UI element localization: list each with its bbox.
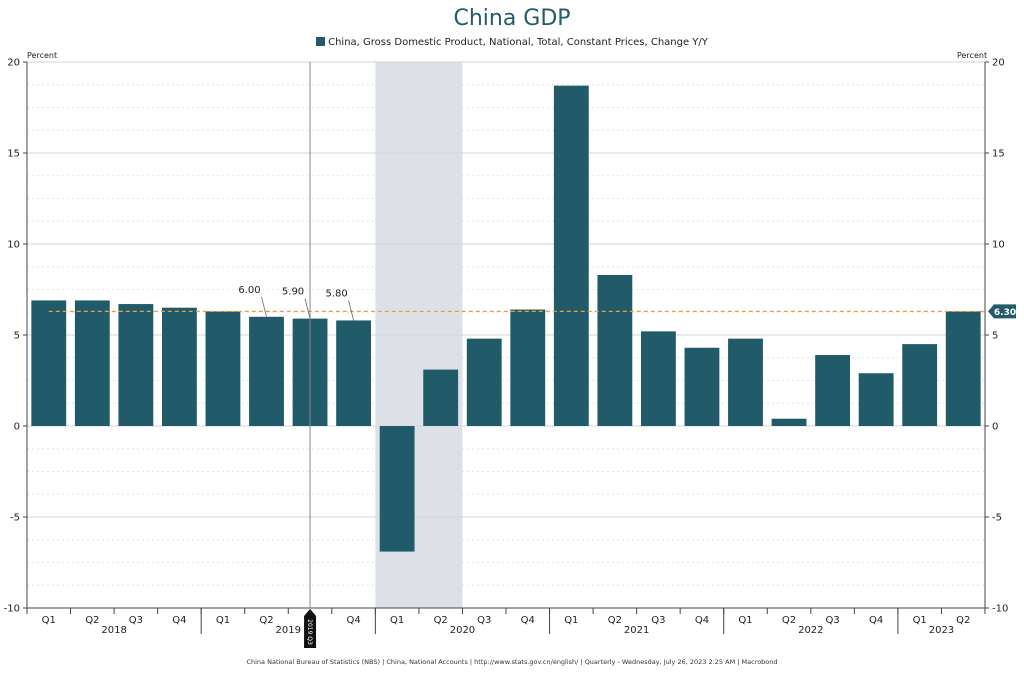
quarter-label: Q2 xyxy=(259,615,273,626)
quarter-label: Q4 xyxy=(695,615,709,626)
y-tick-label-left: 20 xyxy=(7,58,20,69)
cursor-tag xyxy=(304,609,317,648)
y-axis-title-right: Percent xyxy=(957,51,988,60)
y-tick-label-right: 0 xyxy=(992,422,998,433)
y-tick-label-right: 15 xyxy=(992,149,1005,160)
quarter-label: Q3 xyxy=(129,615,143,626)
quarter-label: Q2 xyxy=(782,615,796,626)
year-label: 2021 xyxy=(624,625,649,636)
bar xyxy=(640,331,676,426)
y-tick-label-right: 5 xyxy=(992,331,998,342)
annotation-leader xyxy=(261,296,267,317)
bar xyxy=(118,304,154,426)
quarter-label: Q4 xyxy=(869,615,883,626)
quarter-label: Q4 xyxy=(521,615,535,626)
y-tick-label-right: -5 xyxy=(992,513,1002,524)
annotation-label: 5.90 xyxy=(282,287,304,298)
y-tick-label-left: 5 xyxy=(14,331,20,342)
quarter-label: Q2 xyxy=(608,615,622,626)
bar xyxy=(902,344,938,426)
y-tick-label-left: 10 xyxy=(7,240,20,251)
bar xyxy=(205,311,241,426)
reference-line-flag xyxy=(988,304,1016,319)
quarter-label: Q1 xyxy=(913,615,927,626)
quarter-label: Q2 xyxy=(956,615,970,626)
cursor-tag-label: 2019 Q3 xyxy=(306,619,313,645)
bar xyxy=(597,274,633,426)
y-tick-label-left: 0 xyxy=(14,422,20,433)
quarter-label: Q4 xyxy=(346,615,360,626)
annotation-leader xyxy=(348,300,354,321)
bar xyxy=(466,338,502,426)
year-label: 2020 xyxy=(450,625,475,636)
y-tick-label-left: -10 xyxy=(4,604,20,615)
year-label: 2019 xyxy=(276,625,301,636)
annotation-label: 6.00 xyxy=(238,285,260,296)
bar xyxy=(771,418,807,426)
legend-label: China, Gross Domestic Product, National,… xyxy=(328,37,708,48)
quarter-label: Q2 xyxy=(434,615,448,626)
reference-line-label: 6.30 xyxy=(994,308,1016,318)
y-tick-label-right: -10 xyxy=(992,604,1008,615)
quarter-label: Q1 xyxy=(216,615,230,626)
bar xyxy=(74,300,110,426)
quarter-label: Q3 xyxy=(651,615,665,626)
year-label: 2022 xyxy=(798,625,823,636)
bar xyxy=(858,373,894,426)
bar xyxy=(553,85,589,426)
chart-title: China GDP xyxy=(453,6,571,31)
bar xyxy=(815,355,851,426)
y-tick-label-right: 10 xyxy=(992,240,1005,251)
annotation-leader xyxy=(304,298,311,319)
quarter-label: Q2 xyxy=(85,615,99,626)
quarter-label: Q1 xyxy=(390,615,404,626)
bar xyxy=(31,300,67,426)
bar xyxy=(510,309,546,426)
quarter-label: Q4 xyxy=(172,615,186,626)
legend: China, Gross Domestic Product, National,… xyxy=(0,37,1024,48)
y-tick-label-left: -5 xyxy=(10,513,20,524)
y-tick-label-right: 20 xyxy=(992,58,1005,69)
bar xyxy=(336,320,372,426)
bar xyxy=(728,338,763,426)
year-label: 2018 xyxy=(101,625,126,636)
annotation-label: 5.80 xyxy=(325,288,347,299)
quarter-label: Q3 xyxy=(825,615,839,626)
bar xyxy=(379,426,415,552)
bar xyxy=(161,307,197,426)
bar xyxy=(945,311,981,426)
legend-swatch xyxy=(316,37,326,46)
y-tick-label-left: 15 xyxy=(7,149,20,160)
bar xyxy=(684,347,720,426)
quarter-label: Q1 xyxy=(738,615,752,626)
footer-source: China National Bureau of Statistics (NBS… xyxy=(246,658,778,666)
y-axis-title-left: Percent xyxy=(27,51,58,60)
quarter-label: Q1 xyxy=(42,615,56,626)
quarter-label: Q3 xyxy=(477,615,491,626)
year-label: 2023 xyxy=(929,625,954,636)
bar xyxy=(249,316,284,426)
bar xyxy=(423,369,459,426)
quarter-label: Q1 xyxy=(564,615,578,626)
